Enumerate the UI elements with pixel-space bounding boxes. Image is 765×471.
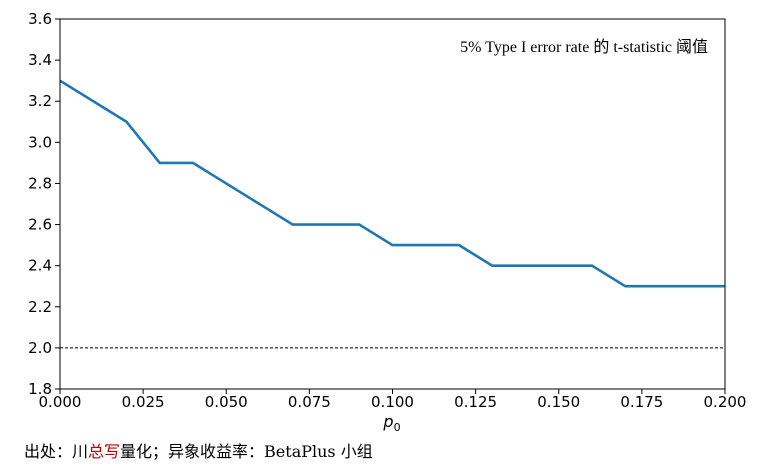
plot-frame bbox=[59, 18, 726, 390]
x-axis-label: p0 bbox=[382, 412, 400, 434]
x-axis-label-subscript: 0 bbox=[394, 421, 401, 434]
x-tick-label: 0.175 bbox=[620, 393, 663, 411]
y-tick-label: 3.6 bbox=[28, 10, 52, 28]
y-tick-label: 2.6 bbox=[28, 216, 52, 234]
y-tick-label: 3.2 bbox=[28, 92, 52, 110]
x-tick-label: 0.150 bbox=[537, 393, 580, 411]
y-tick-label: 3.0 bbox=[28, 133, 52, 151]
y-tick-label: 2.4 bbox=[28, 257, 52, 275]
series-line-0 bbox=[59, 79, 725, 288]
source-footer: 出处：川总写量化；异象收益率：BetaPlus 小组 bbox=[24, 438, 373, 462]
x-tick-label: 0.075 bbox=[288, 393, 331, 411]
footer-suffix: 量化；异象收益率：BetaPlus 小组 bbox=[120, 442, 373, 461]
x-tick-label: 0.125 bbox=[454, 393, 497, 411]
x-tick-label: 0.200 bbox=[704, 393, 747, 411]
chart-annotation: 5% Type I error rate 的 t-statistic 阈值 bbox=[460, 38, 708, 56]
chart: 0.000 0.025 0.050 0.075 0.100 0.125 0.150 0.175… bbox=[28, 10, 747, 434]
y-tick-label: 3.4 bbox=[28, 51, 52, 69]
y-tick-label: 2.2 bbox=[28, 298, 52, 316]
y-tick-label: 2.8 bbox=[28, 174, 52, 192]
y-tick-label: 1.8 bbox=[28, 380, 52, 398]
y-tick-label: 2.0 bbox=[28, 339, 52, 357]
footer-highlight: 总写 bbox=[88, 442, 121, 461]
footer-prefix: 出处：川 bbox=[24, 442, 89, 461]
x-tick-label: 0.100 bbox=[371, 393, 414, 411]
x-tick-label: 0.000 bbox=[39, 393, 82, 411]
x-tick-label: 0.025 bbox=[122, 393, 165, 411]
x-tick-label: 0.050 bbox=[205, 393, 248, 411]
